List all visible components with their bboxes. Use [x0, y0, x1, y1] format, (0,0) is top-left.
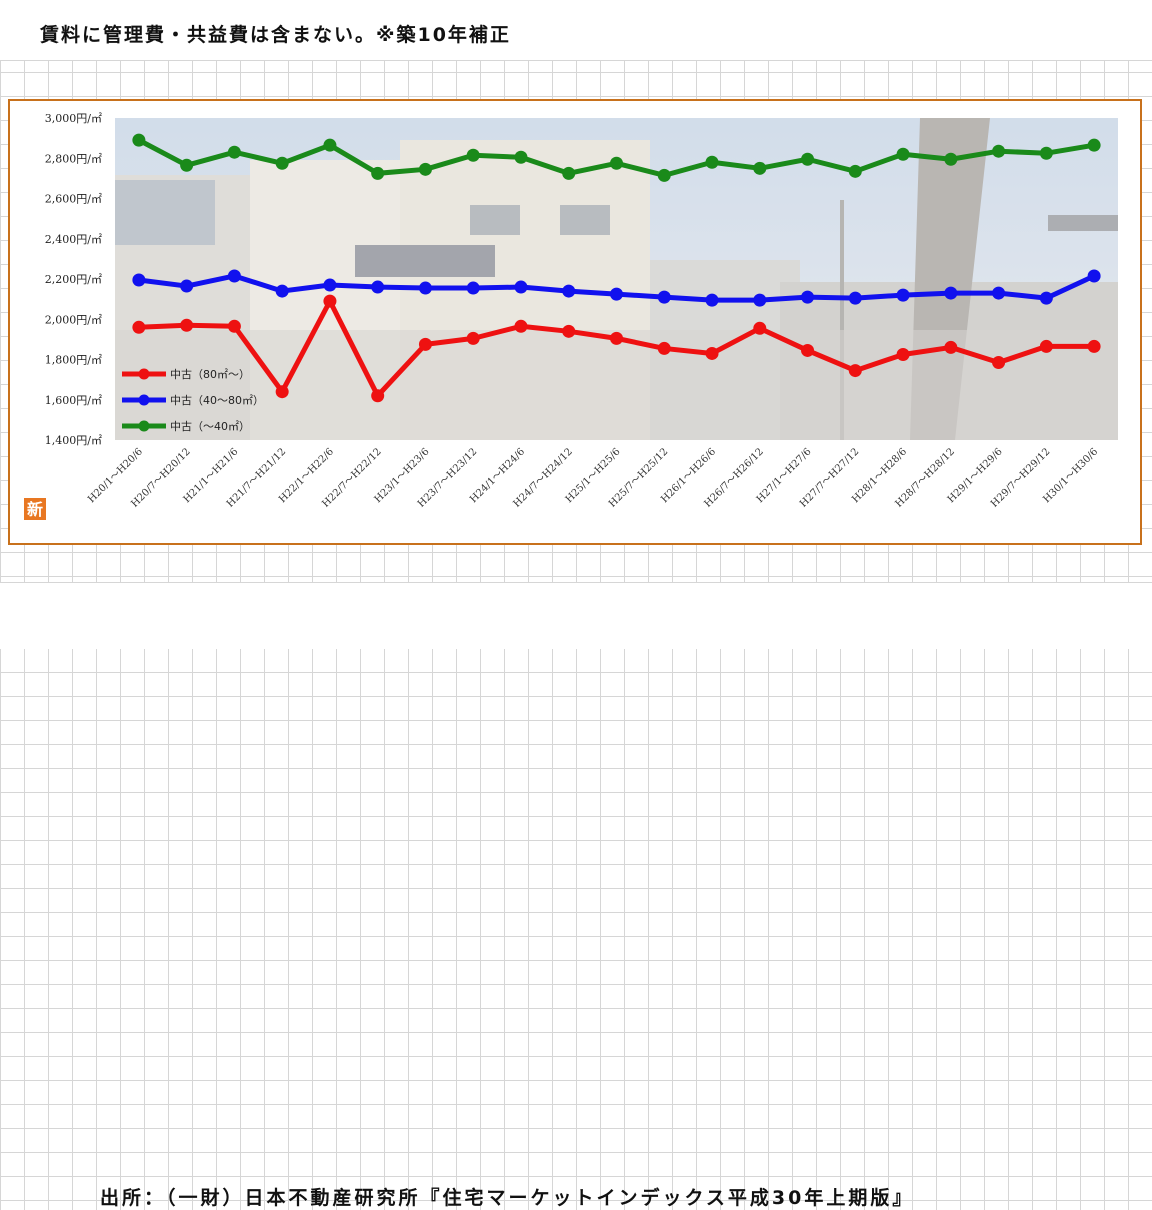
data-point: [705, 155, 719, 169]
data-point: [1087, 269, 1101, 283]
data-point: [418, 162, 432, 176]
legend-label: 中古（40～80㎡）: [170, 394, 264, 407]
data-point: [753, 161, 767, 175]
series-layer: [132, 133, 1101, 403]
data-point: [992, 356, 1006, 370]
data-point: [753, 293, 767, 307]
data-point: [132, 320, 146, 334]
data-point: [801, 152, 815, 166]
data-point: [227, 145, 241, 159]
data-point: [1039, 146, 1053, 160]
legend-label: 中古（～40㎡）: [170, 420, 250, 433]
legend-swatch-marker: [138, 394, 150, 406]
data-point: [514, 150, 528, 164]
data-point: [1039, 291, 1053, 305]
data-point: [227, 319, 241, 333]
footer-band: 出所：（一財）日本不動産研究所『住宅マーケットインデックス平成30年上期版』: [0, 582, 1152, 1209]
series-1: [132, 294, 1101, 403]
series-3: [132, 133, 1101, 182]
header-band: 賃料に管理費・共益費は含まない。※築10年補正: [0, 0, 1152, 61]
data-point: [705, 346, 719, 360]
data-point: [562, 166, 576, 180]
data-point: [848, 164, 862, 178]
data-point: [275, 156, 289, 170]
x-axis: H20/1～H20/6H20/7～H20/12H21/1～H21/6H21/7～…: [86, 446, 1100, 509]
data-point: [610, 287, 623, 301]
data-point: [1039, 339, 1053, 353]
data-point: [657, 290, 671, 304]
data-point: [371, 280, 385, 294]
y-tick-label: 2,000円/㎡: [45, 313, 102, 326]
data-point: [848, 291, 862, 305]
legend-label: 中古（80㎡～）: [170, 368, 250, 381]
y-tick-label: 1,400円/㎡: [45, 434, 102, 447]
line-chart: 1,400円/㎡ 1,600円/㎡ 1,800円/㎡ 2,000円/㎡ 2,200円/㎡…: [24, 112, 1118, 520]
y-tick-label: 3,000円/㎡: [45, 112, 102, 125]
y-tick-label: 2,400円/㎡: [45, 233, 102, 246]
data-point: [466, 148, 480, 162]
data-point: [275, 284, 289, 298]
data-point: [657, 341, 671, 355]
data-point: [275, 385, 289, 399]
data-point: [944, 152, 958, 166]
series-2: [132, 269, 1101, 307]
data-point: [992, 144, 1006, 158]
chart-note: 賃料に管理費・共益費は含まない。※築10年補正: [40, 24, 511, 46]
data-point: [753, 321, 767, 335]
data-point: [180, 279, 194, 293]
data-point: [180, 158, 194, 172]
data-point: [418, 337, 432, 351]
data-point: [1087, 339, 1101, 353]
legend-swatch-marker: [138, 368, 150, 380]
legend-swatch-marker: [138, 420, 150, 432]
data-point: [132, 273, 146, 287]
new-logo: 新: [24, 498, 46, 520]
y-tick-label: 2,800円/㎡: [45, 152, 102, 165]
data-point: [180, 318, 194, 332]
data-point: [944, 286, 958, 300]
data-point: [371, 166, 385, 180]
y-axis: 1,400円/㎡ 1,600円/㎡ 1,800円/㎡ 2,000円/㎡ 2,200円/㎡…: [45, 112, 102, 447]
source-credit: 出所：（一財）日本不動産研究所『住宅マーケットインデックス平成30年上期版』: [100, 1187, 915, 1209]
data-point: [323, 294, 337, 308]
data-point: [801, 343, 815, 357]
data-point: [992, 286, 1006, 300]
data-point: [418, 281, 432, 295]
data-point: [610, 331, 623, 345]
data-point: [657, 168, 671, 182]
data-point: [896, 147, 910, 161]
data-point: [562, 324, 576, 338]
legend: 中古（80㎡～） 中古（40～80㎡） 中古（～40㎡）: [122, 368, 264, 433]
data-point: [1087, 138, 1101, 152]
logo-char: 新: [27, 500, 43, 519]
data-point: [562, 284, 576, 298]
data-point: [371, 389, 385, 403]
data-point: [514, 319, 528, 333]
data-point: [848, 364, 862, 378]
data-point: [466, 331, 480, 345]
data-point: [610, 156, 623, 170]
data-point: [944, 340, 958, 354]
data-point: [132, 133, 146, 147]
data-point: [466, 281, 480, 295]
data-point: [323, 278, 337, 292]
data-point: [705, 293, 719, 307]
y-tick-label: 1,600円/㎡: [45, 394, 102, 407]
data-point: [896, 288, 910, 302]
data-point: [227, 269, 241, 283]
data-point: [896, 347, 910, 361]
y-tick-label: 2,200円/㎡: [45, 273, 102, 286]
data-point: [514, 280, 528, 294]
data-point: [323, 138, 337, 152]
y-tick-label: 2,600円/㎡: [45, 193, 102, 206]
y-tick-label: 1,800円/㎡: [45, 354, 102, 367]
data-point: [801, 290, 815, 304]
